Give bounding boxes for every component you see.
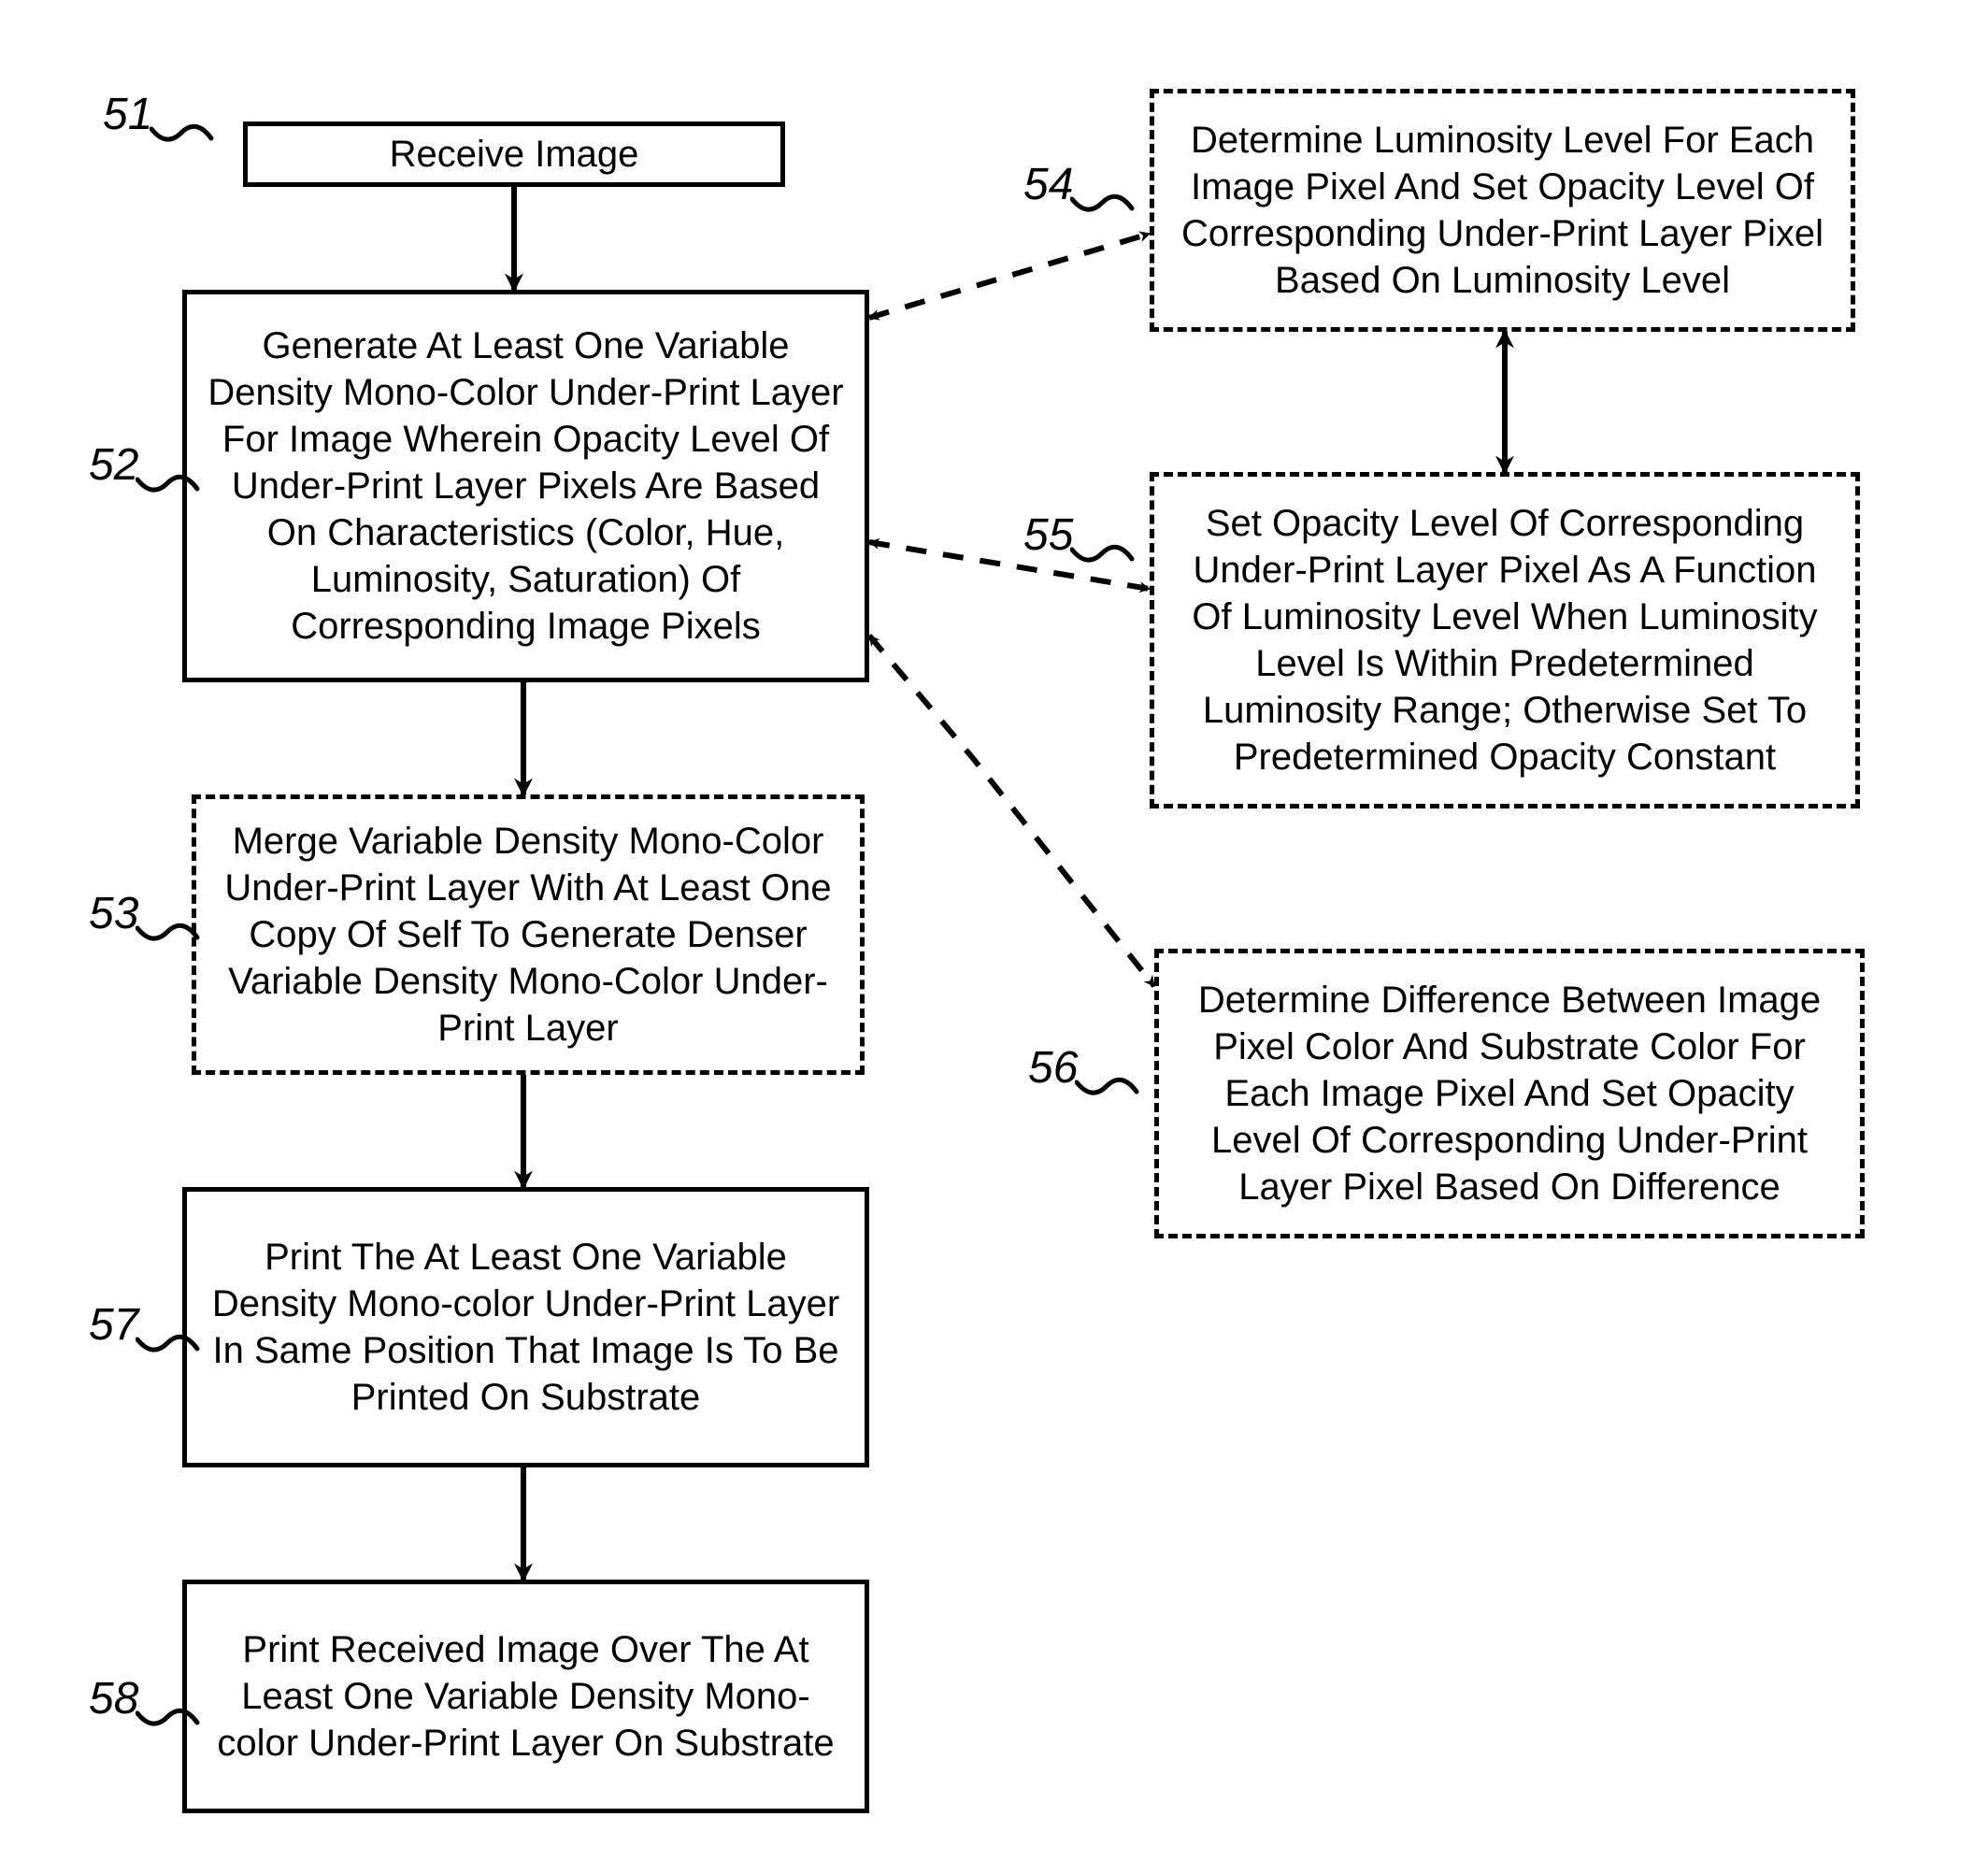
node-text: Merge Variable Density Mono-Color Under-… xyxy=(213,818,843,1052)
ref-squiggle-56 xyxy=(1075,1075,1140,1103)
node-text: Print Received Image Over The At Least O… xyxy=(204,1626,848,1767)
edge-e52_54 xyxy=(869,234,1150,318)
flowchart-node-52: Generate At Least One Variable Density M… xyxy=(182,290,869,682)
node-ref-label-53: 53 xyxy=(89,888,138,939)
node-text: Set Opacity Level Of Corresponding Under… xyxy=(1171,500,1838,780)
node-ref-label-51: 51 xyxy=(103,89,152,140)
ref-squiggle-58 xyxy=(136,1706,201,1734)
node-ref-label-55: 55 xyxy=(1023,509,1073,561)
node-text: Generate At Least One Variable Density M… xyxy=(204,322,848,650)
flowchart-node-55: Set Opacity Level Of Corresponding Under… xyxy=(1150,472,1860,808)
node-ref-label-57: 57 xyxy=(89,1299,138,1351)
node-text: Receive Image xyxy=(390,131,639,178)
ref-squiggle-57 xyxy=(136,1332,201,1360)
flowchart-node-57: Print The At Least One Variable Density … xyxy=(182,1187,869,1467)
node-ref-label-52: 52 xyxy=(89,439,138,491)
node-text: Determine Difference Between Image Pixel… xyxy=(1176,977,1843,1210)
ref-squiggle-55 xyxy=(1070,542,1136,570)
flowchart-node-51: Receive Image xyxy=(243,122,785,187)
ref-squiggle-53 xyxy=(136,921,201,949)
ref-squiggle-52 xyxy=(136,472,201,500)
node-ref-label-58: 58 xyxy=(89,1673,138,1724)
flowchart-node-56: Determine Difference Between Image Pixel… xyxy=(1154,949,1865,1238)
node-text: Determine Luminosity Level For Each Imag… xyxy=(1171,117,1834,304)
flowchart-node-54: Determine Luminosity Level For Each Imag… xyxy=(1150,89,1855,332)
flowchart-canvas: Receive Image 51 Generate At Least One Var… xyxy=(0,0,1988,1860)
ref-squiggle-54 xyxy=(1070,192,1136,220)
flowchart-node-53: Merge Variable Density Mono-Color Under-… xyxy=(192,794,865,1075)
node-ref-label-54: 54 xyxy=(1023,159,1073,210)
node-text: Print The At Least One Variable Density … xyxy=(204,1234,848,1421)
ref-squiggle-51 xyxy=(150,122,215,150)
node-ref-label-56: 56 xyxy=(1028,1042,1078,1094)
edge-e52_56 xyxy=(869,636,1154,986)
flowchart-node-58: Print Received Image Over The At Least O… xyxy=(182,1580,869,1813)
